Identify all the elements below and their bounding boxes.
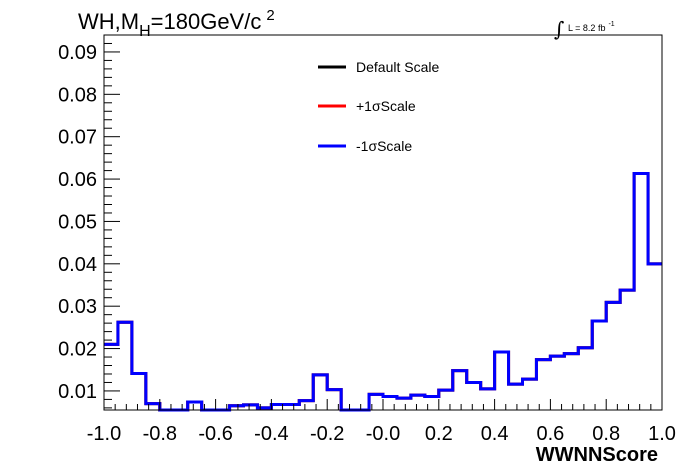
- svg-text:WH,MH=180GeV/c2: WH,MH=180GeV/c 2: [78, 7, 275, 40]
- x-tick-label: 0.4: [481, 423, 509, 445]
- luminosity-label: ∫ L = 8.2 fb -1: [554, 17, 615, 41]
- y-axis: 0.01 0.02 0.03 0.04 0.05 0.06 0.07 0.08 0.09: [58, 34, 120, 409]
- title-rest: =180GeV/c: [151, 9, 262, 34]
- title-subscript: H: [139, 23, 151, 40]
- x-tick-label: -0.0: [366, 423, 400, 445]
- x-tick-label: -0.4: [254, 423, 288, 445]
- x-tick-label: 0.2: [425, 423, 453, 445]
- chart-title: WH,MH=180GeV/c 2: [78, 7, 275, 40]
- series-minus-1sigma-scale: [104, 172, 662, 412]
- luminosity-text: L = 8.2 fb: [568, 23, 605, 33]
- x-tick-label: -0.6: [198, 423, 232, 445]
- integral-symbol: ∫: [554, 17, 564, 41]
- x-tick-label: 0.6: [536, 423, 564, 445]
- y-tick-label: 0.07: [58, 127, 97, 149]
- x-tick-label: -0.2: [310, 423, 344, 445]
- y-tick-label: 0.06: [58, 169, 97, 191]
- y-tick-label: 0.09: [58, 42, 97, 64]
- legend-label-minus-1sigma-scale: -1σScale: [356, 138, 412, 154]
- x-axis-title: WWNNScore: [536, 444, 658, 466]
- x-tick-label: 0.8: [592, 423, 620, 445]
- svg-text:L = 8.2 fb-1: L = 8.2 fb -1: [568, 21, 615, 33]
- x-tick-label: -1.0: [87, 423, 121, 445]
- luminosity-superscript: -1: [608, 21, 614, 28]
- x-axis: -1.0 -0.8 -0.6 -0.4 -0.2 -0.0 0.2 0.4 0.6 0.8 1.0: [87, 399, 676, 445]
- y-tick-label: 0.01: [58, 381, 97, 403]
- legend-label-plus-1sigma-scale: +1σScale: [356, 98, 416, 114]
- title-main: WH,M: [78, 9, 139, 34]
- x-tick-label: 1.0: [648, 423, 676, 445]
- y-tick-label: 0.08: [58, 84, 97, 106]
- legend: Default Scale +1σScale -1σScale: [318, 59, 439, 154]
- y-tick-label: 0.03: [58, 296, 97, 318]
- y-tick-label: 0.02: [58, 339, 97, 361]
- series-layer: [104, 172, 662, 412]
- x-tick-label: -0.8: [143, 423, 177, 445]
- title-superscript: 2: [266, 7, 274, 24]
- y-tick-label: 0.04: [58, 254, 97, 276]
- y-tick-label: 0.05: [58, 211, 97, 233]
- legend-label-default-scale: Default Scale: [356, 59, 439, 75]
